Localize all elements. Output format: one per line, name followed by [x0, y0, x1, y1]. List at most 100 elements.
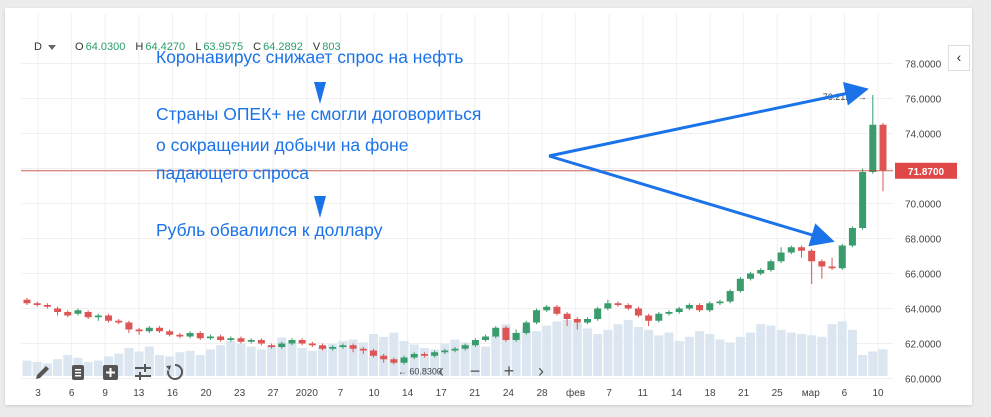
- volume-bar: [440, 343, 450, 376]
- volume-bar: [185, 350, 195, 376]
- candle-body: [614, 303, 622, 305]
- x-tick-label: 11: [638, 388, 649, 399]
- x-tick-label: 18: [704, 388, 716, 399]
- x-tick-label: 21: [738, 388, 750, 399]
- annotation-opec-line3: падающего спроса: [156, 163, 309, 183]
- candle-body: [278, 343, 286, 347]
- candlestick-chart[interactable]: 3 6 9 13 16 20 23 27 2020 7 10 14 17 21 24 28 фев 7 11 14 18…: [5, 8, 972, 405]
- candle-body: [84, 312, 92, 318]
- y-tick-label: 60.0000: [905, 375, 942, 386]
- candle-body: [308, 343, 316, 346]
- volume-bar: [796, 334, 806, 376]
- x-tick-label: 20: [200, 388, 212, 399]
- annotation-coronavirus: Коронавирус снижает спрос на нефть: [156, 47, 464, 67]
- volume-bar: [511, 332, 521, 376]
- candle-body: [329, 347, 337, 349]
- volume-bar: [481, 346, 491, 376]
- candle-body: [838, 245, 846, 269]
- chart-navigation: ‹ − + ›: [430, 358, 555, 386]
- candle-body: [869, 124, 877, 172]
- volume-bar: [195, 355, 205, 376]
- volume-bar: [328, 343, 338, 376]
- candle-body: [645, 315, 653, 321]
- sliders-icon[interactable]: [133, 362, 153, 382]
- y-tick-label: 78.0000: [905, 60, 942, 71]
- volume-bar: [878, 349, 888, 376]
- volume-bar: [766, 325, 776, 376]
- candle-body: [716, 301, 724, 304]
- volume-bar: [521, 327, 531, 376]
- candle-body: [522, 322, 530, 333]
- high-label: H: [135, 41, 144, 53]
- candle-body: [451, 348, 459, 351]
- volume-bar: [134, 351, 144, 376]
- candle-body: [135, 329, 143, 332]
- volume-bar: [491, 335, 501, 376]
- x-tick-label: мар: [802, 388, 820, 399]
- volume-bar: [552, 321, 562, 376]
- volume-bar: [603, 329, 613, 376]
- volume-bar: [786, 332, 796, 376]
- candle-body: [757, 270, 765, 274]
- candle-body: [400, 357, 408, 363]
- x-tick-label: 16: [167, 388, 179, 399]
- open-value: 64.0300: [85, 41, 126, 53]
- volume-bar: [746, 332, 756, 376]
- candle-body: [583, 319, 591, 323]
- x-tick-label: 24: [503, 388, 515, 399]
- candle-body: [125, 322, 133, 330]
- candle-body: [818, 261, 826, 267]
- volume-bar: [430, 349, 440, 376]
- volume-bar: [318, 346, 328, 376]
- volume-bar: [725, 342, 735, 376]
- candle-body: [634, 308, 642, 316]
- scroll-left-button[interactable]: ‹: [438, 361, 444, 381]
- candle-body: [594, 308, 602, 319]
- volume-bar: [246, 346, 256, 376]
- close-value: 64.2892: [263, 41, 303, 53]
- reset-icon[interactable]: [165, 362, 185, 382]
- candle-body: [23, 299, 31, 304]
- zoom-in-button[interactable]: +: [503, 361, 515, 381]
- volume-label: V: [312, 41, 321, 53]
- x-tick-label: 14: [671, 388, 683, 399]
- x-tick-label: 17: [436, 388, 448, 399]
- candle-body: [706, 303, 714, 311]
- list-icon[interactable]: [68, 362, 88, 382]
- volume-bar: [470, 345, 480, 376]
- candle-body: [431, 352, 439, 356]
- volume-bar: [756, 324, 766, 376]
- candle-body: [166, 331, 174, 335]
- volume-bar: [674, 341, 684, 376]
- pencil-icon[interactable]: [33, 362, 53, 382]
- zoom-out-button[interactable]: −: [469, 361, 481, 381]
- down-arrow-icon: [314, 82, 326, 104]
- current-price-label: 71.8700: [908, 167, 945, 178]
- low-label: L: [195, 41, 202, 53]
- candle-body: [369, 350, 377, 356]
- volume-bar: [256, 349, 266, 376]
- x-tick-label: 7: [606, 388, 612, 399]
- volume-bar: [226, 341, 236, 376]
- x-tick-label: 7: [338, 388, 344, 399]
- y-tick-label: 64.0000: [905, 305, 942, 316]
- candle-body: [441, 350, 449, 353]
- annotation-ruble: Рубль обвалился к доллару: [156, 220, 383, 240]
- x-tick-label: 3: [35, 388, 41, 399]
- volume-bar: [776, 329, 786, 376]
- volume-bar: [419, 348, 429, 376]
- x-tick-label: 6: [842, 388, 848, 399]
- collapse-panel-button[interactable]: ‹: [948, 45, 970, 71]
- volume-bar: [837, 321, 847, 376]
- candle-body: [685, 305, 693, 309]
- volume-bar: [267, 345, 277, 376]
- add-indicator-icon[interactable]: [101, 362, 121, 382]
- volume-bar: [460, 342, 470, 376]
- scroll-right-button[interactable]: ›: [538, 361, 544, 381]
- volume-bar: [83, 362, 93, 376]
- timeframe-selector[interactable]: D: [34, 41, 42, 53]
- high-value: 64.4270: [145, 41, 186, 53]
- candle-body: [420, 354, 428, 356]
- chevron-down-icon[interactable]: [47, 44, 56, 50]
- current-price-badge: [895, 162, 957, 179]
